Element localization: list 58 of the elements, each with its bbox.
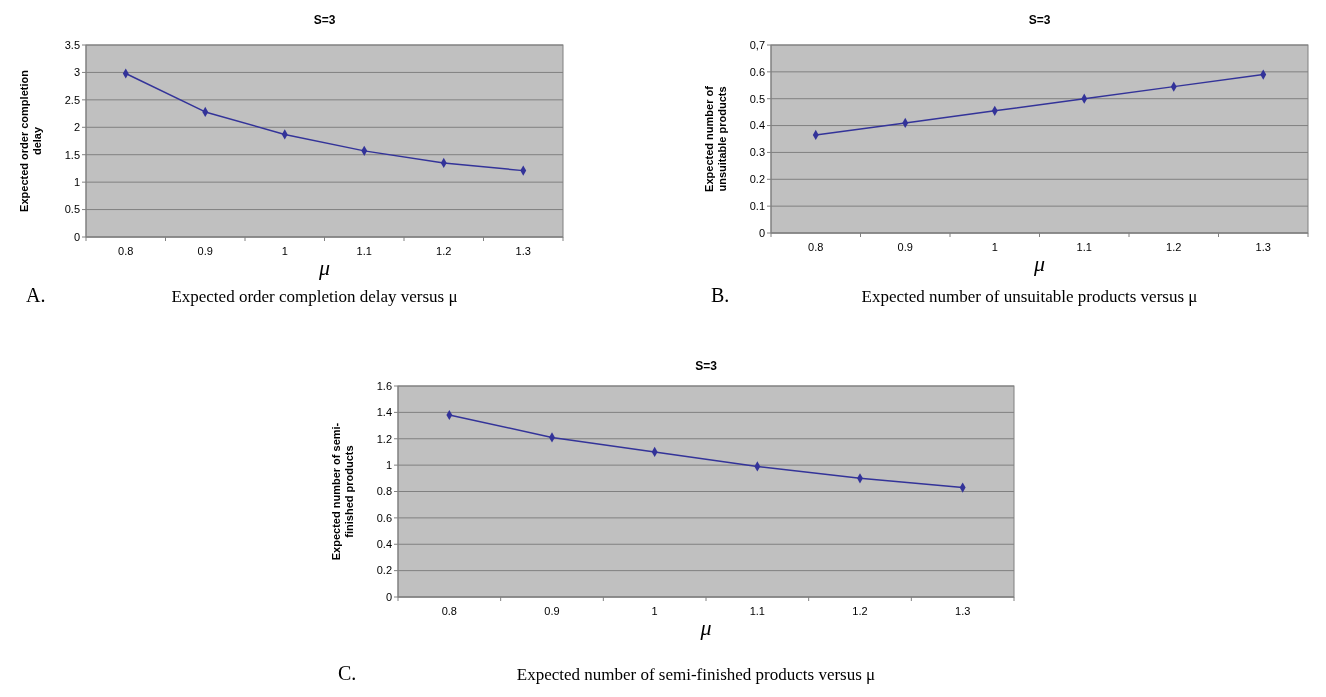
y-tick-label: 0.6 (376, 511, 392, 524)
x-tick-label: 1.3 (955, 605, 971, 617)
chart-title: S=3 (313, 13, 336, 27)
y-tick-label: 1.2 (376, 432, 392, 445)
y-tick-label: 0.2 (376, 564, 392, 577)
y-tick-label: 2.5 (64, 93, 80, 106)
x-tick-label: 1.3 (515, 245, 531, 257)
text: Expected number of semi-finished products versus μ (516, 665, 876, 684)
y-tick-label: 0.5 (64, 203, 80, 216)
x-tick-label: 1.3 (1255, 241, 1271, 253)
text: C. (338, 662, 357, 684)
y-tick-label: 0 (73, 230, 80, 243)
y-tick-label: 0,7 (749, 38, 765, 51)
x-axis-title: μ (1032, 251, 1046, 276)
y-tick-label: 0.4 (376, 538, 392, 551)
y-axis-title: Expected order completion delay (18, 69, 43, 212)
y-tick-label: 0.4 (749, 119, 765, 132)
x-tick-label: 1.1 (749, 605, 765, 617)
chart-title: S=3 (695, 359, 718, 373)
x-tick-label: 1.2 (1166, 241, 1182, 253)
x-tick-label: 0.9 (197, 245, 213, 257)
chart-title: S=3 (1028, 13, 1051, 27)
x-tick-label: 0.8 (118, 245, 134, 257)
x-tick-label: 0.8 (441, 605, 457, 617)
text: B. (711, 284, 730, 306)
y-axis-title: Expected number of semi-finished products (330, 422, 355, 561)
x-tick-label: 0.9 (544, 605, 560, 617)
x-axis-title: μ (699, 615, 712, 640)
y-tick-label: 0.2 (749, 173, 765, 186)
y-tick-label: 3.5 (64, 38, 80, 51)
x-tick-label: 1.1 (1076, 241, 1092, 253)
x-tick-label: 0.9 (897, 241, 913, 253)
y-tick-label: 0.8 (376, 485, 392, 498)
y-tick-label: 1 (73, 175, 80, 188)
y-tick-label: 1.4 (376, 406, 392, 419)
x-axis-title: μ (317, 255, 331, 280)
y-tick-label: 1 (385, 458, 392, 471)
y-tick-label: 0.6 (749, 65, 765, 78)
y-tick-label: 0 (385, 590, 392, 603)
x-tick-label: 1 (991, 241, 998, 253)
x-tick-label: 1.1 (356, 245, 372, 257)
y-tick-label: 2 (73, 121, 80, 134)
y-tick-label: 0.3 (749, 146, 765, 159)
x-tick-label: 1.2 (852, 605, 868, 617)
x-tick-label: 0.8 (808, 241, 824, 253)
text: Expected order completion delay versus μ (171, 287, 458, 306)
text: A. (26, 284, 46, 306)
y-tick-label: 1.5 (64, 148, 80, 161)
text: Expected number of unsuitable products versus μ (861, 287, 1198, 306)
y-tick-label: 0 (758, 226, 765, 239)
x-tick-label: 1.2 (436, 245, 452, 257)
y-tick-label: 3 (73, 66, 80, 79)
y-axis-title: Expected number of unsuitable products (703, 85, 728, 192)
x-tick-label: 1 (281, 245, 288, 257)
y-tick-label: 0.5 (749, 92, 765, 105)
y-tick-label: 1.6 (376, 379, 392, 392)
x-tick-label: 1 (651, 605, 658, 617)
y-tick-label: 0.1 (749, 199, 765, 212)
